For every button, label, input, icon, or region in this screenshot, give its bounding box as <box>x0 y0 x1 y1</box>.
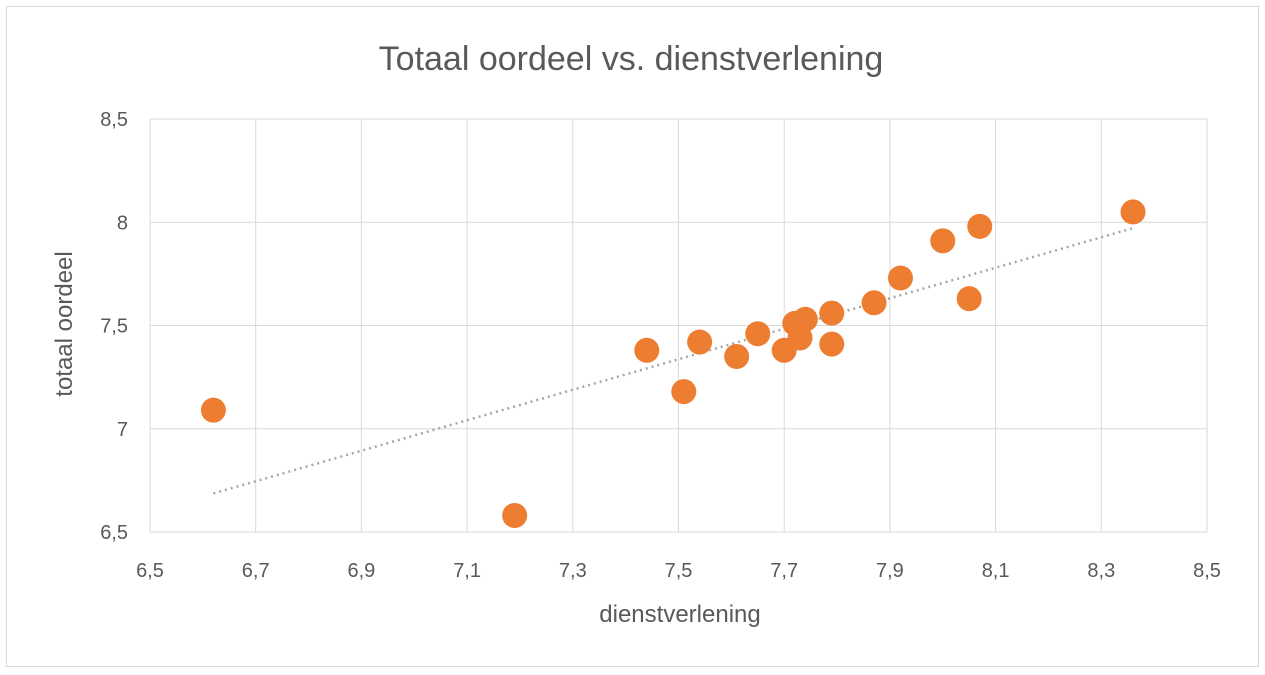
y-tick-label: 8,5 <box>100 109 128 131</box>
data-point <box>967 213 993 239</box>
data-point <box>887 265 913 291</box>
chart-title: Totaal oordeel vs. dienstverlening <box>379 40 884 78</box>
data-point <box>687 329 713 355</box>
x-tick-label: 7,7 <box>770 560 798 582</box>
y-tick-label: 8 <box>117 212 128 234</box>
data-point <box>819 331 845 357</box>
data-point <box>200 397 226 423</box>
x-tick-label: 7,5 <box>665 560 693 582</box>
data-point <box>502 502 528 528</box>
data-point <box>724 343 750 369</box>
data-point <box>745 321 771 347</box>
x-tick-label: 6,7 <box>242 560 270 582</box>
data-point <box>671 379 697 405</box>
data-point <box>792 306 818 332</box>
x-tick-label: 8,5 <box>1193 560 1221 582</box>
y-tick-label: 7 <box>117 419 128 441</box>
y-axis-title: totaal oordeel <box>51 251 78 396</box>
x-tick-label: 8,3 <box>1087 560 1115 582</box>
x-tick-label: 8,1 <box>982 560 1010 582</box>
x-tick-label: 7,3 <box>559 560 587 582</box>
x-axis-title: dienstverlening <box>599 601 760 628</box>
x-tick-label: 6,9 <box>347 560 375 582</box>
data-point <box>956 286 982 312</box>
x-tick-label: 7,1 <box>453 560 481 582</box>
x-tick-label: 7,9 <box>876 560 904 582</box>
y-tick-label: 7,5 <box>100 316 128 338</box>
data-point <box>930 228 956 254</box>
gridlines <box>149 118 1208 533</box>
data-point <box>1120 199 1146 225</box>
data-point <box>634 337 660 363</box>
data-points <box>200 199 1146 528</box>
chart-frame <box>6 6 1259 667</box>
y-tick-label: 6,5 <box>100 522 128 544</box>
tick-labels: 6,5 6,7 6,9 7,1 7,3 7,5 7,7 7,9 8,1 8,3 8,5 6,5 7 7,5… <box>100 109 1221 582</box>
trendline <box>213 226 1134 495</box>
x-tick-label: 6,5 <box>136 560 164 582</box>
data-point <box>819 300 845 326</box>
data-point <box>861 290 887 316</box>
